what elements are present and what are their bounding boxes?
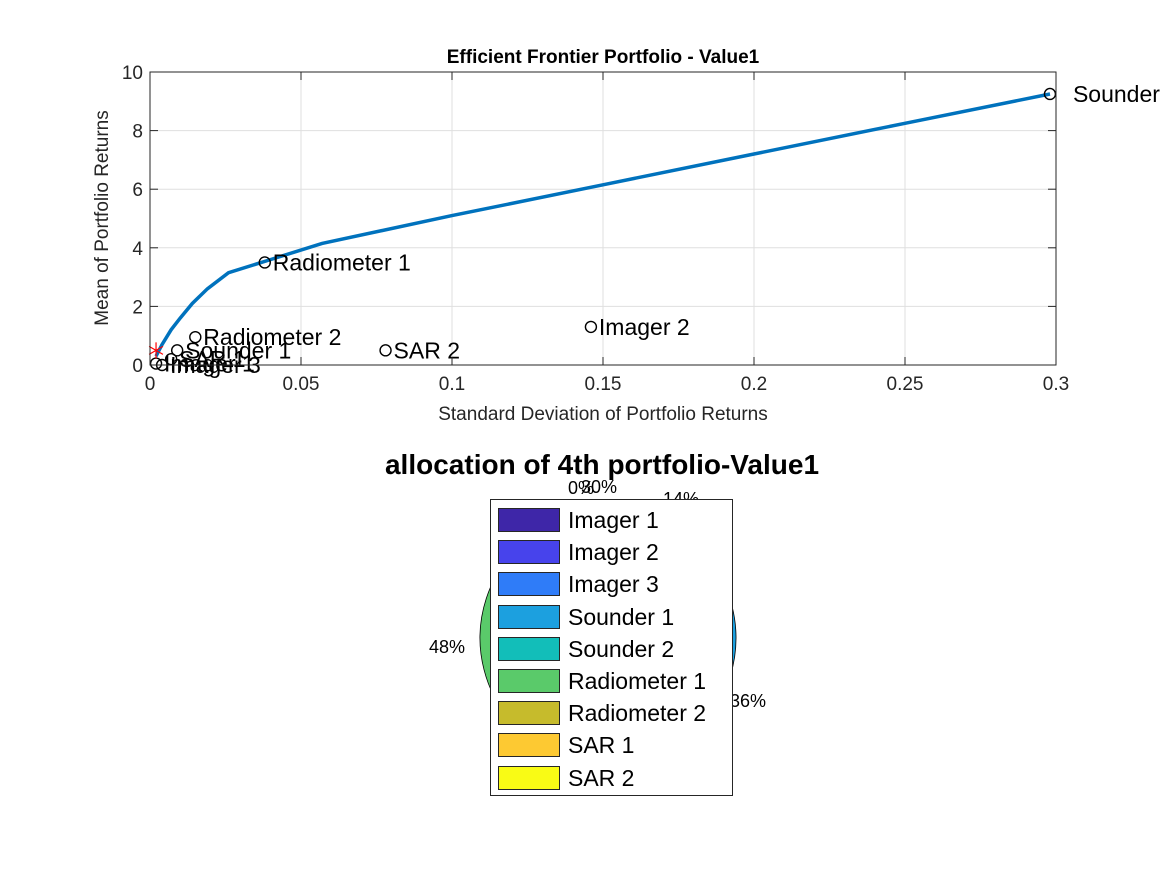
legend-label: SAR 2 <box>568 764 635 791</box>
x-tick-label: 0 <box>145 374 156 395</box>
asset-marker <box>1043 87 1057 101</box>
asset-label: Sounder 1 <box>185 337 291 363</box>
pie-percent-label: 48% <box>429 637 465 657</box>
y-tick-label: 6 <box>132 180 143 201</box>
x-tick-label: 0.05 <box>283 374 320 395</box>
asset-marker <box>584 320 598 334</box>
selected-star-stroke <box>148 345 164 355</box>
frontier-y-ticks: 0 2 4 6 8 10 <box>122 63 1056 377</box>
y-tick-label: 4 <box>132 239 143 260</box>
x-tick-label: 0.15 <box>585 374 622 395</box>
legend-label: Radiometer 2 <box>568 700 707 727</box>
y-tick-label: 8 <box>132 122 143 143</box>
frontier-y-axis-label: Mean of Portfolio Returns <box>92 110 113 325</box>
frontier-title: Efficient Frontier Portfolio - Value1 <box>447 47 760 68</box>
legend-swatch <box>498 604 560 629</box>
legend-swatch <box>498 540 560 565</box>
asset-label: Radiometer 1 <box>273 249 411 275</box>
legend-label: Radiometer 1 <box>568 668 707 694</box>
legend-label: Imager 2 <box>568 539 659 566</box>
y-tick-label: 10 <box>122 63 143 84</box>
asset-label: SAR 2 <box>394 337 460 363</box>
legend-swatch <box>498 669 560 693</box>
asset-label: Imager 2 <box>599 314 690 340</box>
legend-swatch <box>498 508 560 532</box>
pie-legend: Imager 1 Imager 2 Imager 3 Sounder 1 Sounder… <box>490 499 733 796</box>
x-tick-label: 0.25 <box>887 374 924 395</box>
pie-title: allocation of 4th portfolio-Value1 <box>385 449 819 480</box>
frontier-x-ticks: 0 0.05 0.1 0.15 0.2 0.25 0.3 <box>145 72 1069 395</box>
y-tick-label: 0 <box>132 356 143 377</box>
y-tick-label: 2 <box>132 297 143 318</box>
pie-percent-label: 30% <box>581 477 617 497</box>
asset-marker <box>189 330 202 344</box>
legend-swatch <box>498 765 560 790</box>
legend-label: Sounder 2 <box>568 635 675 662</box>
frontier-line <box>154 92 1051 358</box>
asset-label: Radiometer 2 <box>203 324 341 350</box>
frontier-x-axis-label: Standard Deviation of Portfolio Returns <box>438 404 768 425</box>
legend-label: SAR 1 <box>568 732 635 759</box>
asset-label: Sounder 2 <box>1073 81 1167 107</box>
pie-percent-label: 0% <box>568 478 594 498</box>
legend-swatch <box>498 733 560 758</box>
asset-marker <box>170 344 184 357</box>
selected-portfolio-marker <box>148 342 164 359</box>
asset-marker <box>258 256 271 269</box>
legend-label: Imager 3 <box>568 571 659 598</box>
frontier-grid <box>150 72 1056 365</box>
x-tick-label: 0.2 <box>741 374 767 395</box>
asset-label: SAR 1 <box>179 346 245 372</box>
legend-label: Sounder 1 <box>568 603 675 630</box>
x-tick-label: 0.3 <box>1043 374 1069 395</box>
pie-percent-label: 36% <box>730 691 766 711</box>
legend-swatch <box>498 572 560 597</box>
legend-swatch <box>498 636 560 661</box>
legend-swatch <box>498 701 560 726</box>
asset-marker <box>379 344 392 357</box>
legend-label: Imager 1 <box>568 507 659 533</box>
x-tick-label: 0.1 <box>439 374 465 395</box>
